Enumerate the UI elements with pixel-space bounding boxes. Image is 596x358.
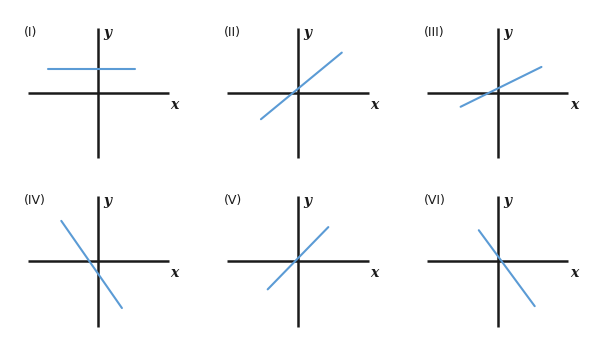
Text: x: x [170,266,179,280]
Text: (V): (V) [224,194,242,207]
Text: y: y [503,194,511,208]
Text: (IV): (IV) [24,194,46,207]
Text: x: x [570,98,578,112]
Text: (III): (III) [424,26,444,39]
Text: x: x [570,266,578,280]
Text: (II): (II) [224,26,241,39]
Text: (VI): (VI) [424,194,445,207]
Text: y: y [104,26,112,40]
Text: y: y [104,194,112,208]
Text: x: x [370,98,378,112]
Text: x: x [370,266,378,280]
Text: x: x [170,98,179,112]
Text: y: y [503,26,511,40]
Text: y: y [303,194,312,208]
Text: y: y [303,26,312,40]
Text: (I): (I) [24,26,38,39]
